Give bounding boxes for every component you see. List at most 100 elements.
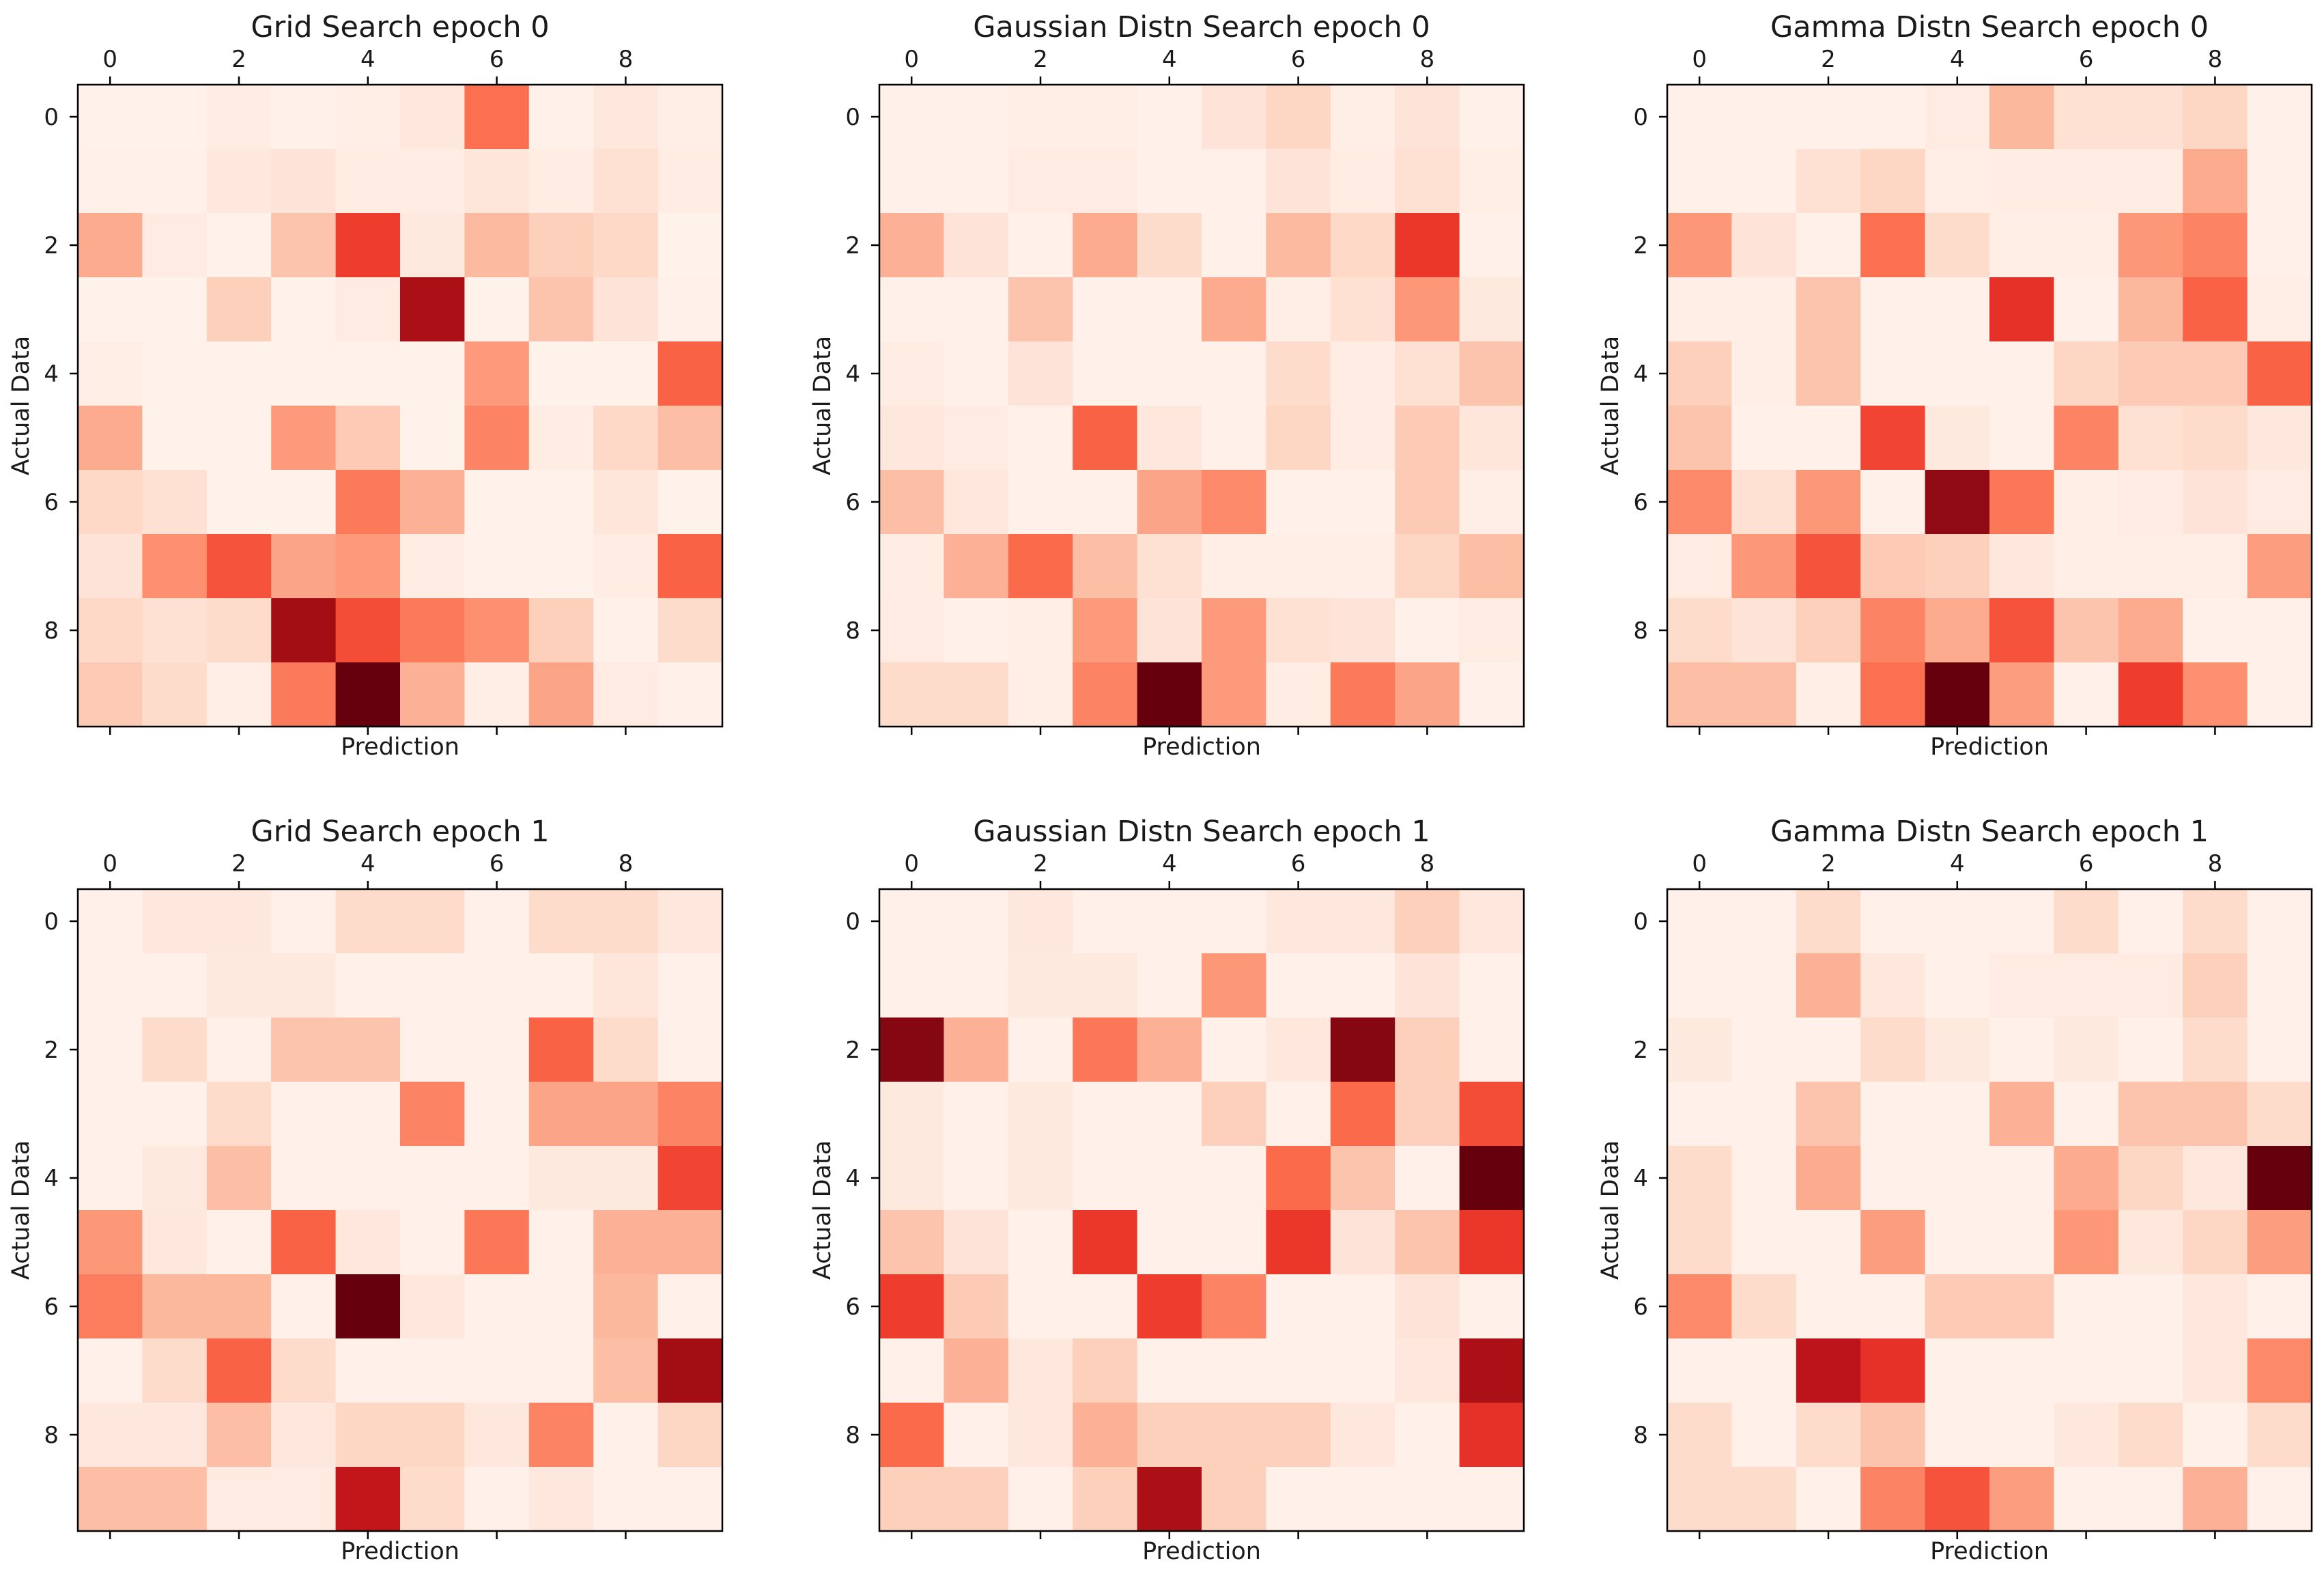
heatmap-cell <box>1137 1338 1202 1403</box>
heatmap-cell <box>78 149 143 214</box>
y-tick-label: 8 <box>44 1422 59 1449</box>
heatmap-cell <box>2247 1338 2312 1403</box>
heatmap-cell <box>2054 1274 2119 1339</box>
heatmap-cell <box>1073 534 1138 599</box>
heatmap-cell <box>1008 341 1073 406</box>
heatmap-cell <box>1008 889 1073 954</box>
heatmap-cell <box>271 1274 337 1339</box>
heatmap-cell <box>1137 470 1202 535</box>
heatmap-panel-4: Gaussian Distn Search epoch 1 0 2 4 6 8 0 2 4 6 8 P… <box>809 815 1525 1565</box>
heatmap-cell <box>1459 889 1525 954</box>
heatmap-cell <box>335 1146 401 1211</box>
heatmap-cell <box>1667 662 1732 727</box>
heatmap-cell <box>1459 1017 1525 1082</box>
heatmap-cell <box>1008 1274 1073 1339</box>
heatmap-cell <box>1202 953 1266 1018</box>
heatmap-cell <box>2183 406 2248 471</box>
heatmap-cell <box>1925 1338 1990 1403</box>
heatmap-cell <box>1330 213 1395 278</box>
heatmap-cell <box>944 953 1009 1018</box>
heatmap-cell <box>2118 1467 2183 1532</box>
heatmap-cell <box>1860 406 1926 471</box>
heatmap-cell <box>1989 277 2054 342</box>
heatmap-cell <box>1266 1146 1331 1211</box>
heatmap-cell <box>1459 662 1525 727</box>
heatmap-cell <box>1925 213 1990 278</box>
heatmap-cell <box>1796 1210 1861 1275</box>
heatmap-cell <box>2118 213 2183 278</box>
y-tick-label: 2 <box>845 1037 860 1064</box>
heatmap-cell <box>879 470 944 535</box>
heatmap-cell <box>528 341 594 406</box>
heatmap-cell <box>1202 341 1266 406</box>
heatmap-cell <box>1989 889 2054 954</box>
heatmap-cell <box>1667 534 1732 599</box>
heatmap-cell <box>1137 277 1202 342</box>
heatmap-cell <box>1073 1017 1138 1082</box>
heatmap-cell <box>206 1403 272 1468</box>
heatmap-cell <box>2054 1338 2119 1403</box>
x-tick-label: 4 <box>360 850 375 878</box>
heatmap-cell <box>879 1338 944 1403</box>
heatmap-cell <box>528 1082 594 1147</box>
heatmap-cell <box>1925 1210 1990 1275</box>
heatmap-cell <box>1266 534 1331 599</box>
heatmap-cell <box>528 889 594 954</box>
heatmap-cell <box>142 149 208 214</box>
heatmap-cell <box>1925 470 1990 535</box>
heatmap-cell <box>1395 1082 1460 1147</box>
heatmap-cell <box>528 1403 594 1468</box>
heatmap-cell <box>271 406 337 471</box>
heatmap-cell <box>1266 1338 1331 1403</box>
heatmap-cell <box>1395 1274 1460 1339</box>
heatmap-cell <box>1073 1403 1138 1468</box>
x-tick-label: 0 <box>904 850 919 878</box>
heatmap-cell <box>1860 277 1926 342</box>
heatmap-cell <box>1266 1082 1331 1147</box>
heatmap-cell <box>657 1338 723 1403</box>
heatmap-cell <box>271 662 337 727</box>
heatmap-cell <box>206 406 272 471</box>
heatmap-cell <box>1202 1210 1266 1275</box>
plot-frame <box>878 83 1525 728</box>
heatmap-cell <box>1731 277 1797 342</box>
heatmap-cell <box>1731 598 1797 663</box>
heatmap-cell <box>2183 953 2248 1018</box>
heatmap-cell <box>142 470 208 535</box>
heatmap-cell <box>1008 85 1073 150</box>
heatmap-cell <box>271 534 337 599</box>
heatmap-cell <box>1073 470 1138 535</box>
heatmap-cell <box>271 1082 337 1147</box>
heatmap-cell <box>944 662 1009 727</box>
heatmap-cell <box>2118 1403 2183 1468</box>
heatmap-cell <box>1137 85 1202 150</box>
heatmap-cell <box>879 213 944 278</box>
heatmap-cell <box>593 1146 659 1211</box>
heatmap-cell <box>944 406 1009 471</box>
x-tick-label: 6 <box>1291 46 1306 73</box>
heatmap-cell <box>879 1017 944 1082</box>
heatmap-cell <box>2054 1082 2119 1147</box>
heatmap-cell <box>657 1146 723 1211</box>
heatmap-cell <box>1202 149 1266 214</box>
heatmap-cell <box>1202 1467 1266 1532</box>
heatmap-cell <box>879 1146 944 1211</box>
heatmap-cell <box>593 1467 659 1532</box>
heatmap-cell <box>2183 1017 2248 1082</box>
y-tick-label: 0 <box>44 908 59 936</box>
heatmap-cell <box>2118 406 2183 471</box>
y-tick-label: 0 <box>1633 908 1648 936</box>
heatmap-cell <box>1459 598 1525 663</box>
heatmap-cell <box>1202 406 1266 471</box>
heatmap-cell <box>400 1146 465 1211</box>
heatmap-cell <box>2118 598 2183 663</box>
heatmap-cell <box>1137 662 1202 727</box>
heatmap-cell <box>1860 953 1926 1018</box>
heatmap-cell <box>78 953 143 1018</box>
heatmap-cell <box>2118 85 2183 150</box>
heatmap-cell <box>400 889 465 954</box>
heatmap-cell <box>879 953 944 1018</box>
heatmap-cell <box>657 85 723 150</box>
heatmap-cell <box>1731 213 1797 278</box>
heatmap-cell <box>528 406 594 471</box>
